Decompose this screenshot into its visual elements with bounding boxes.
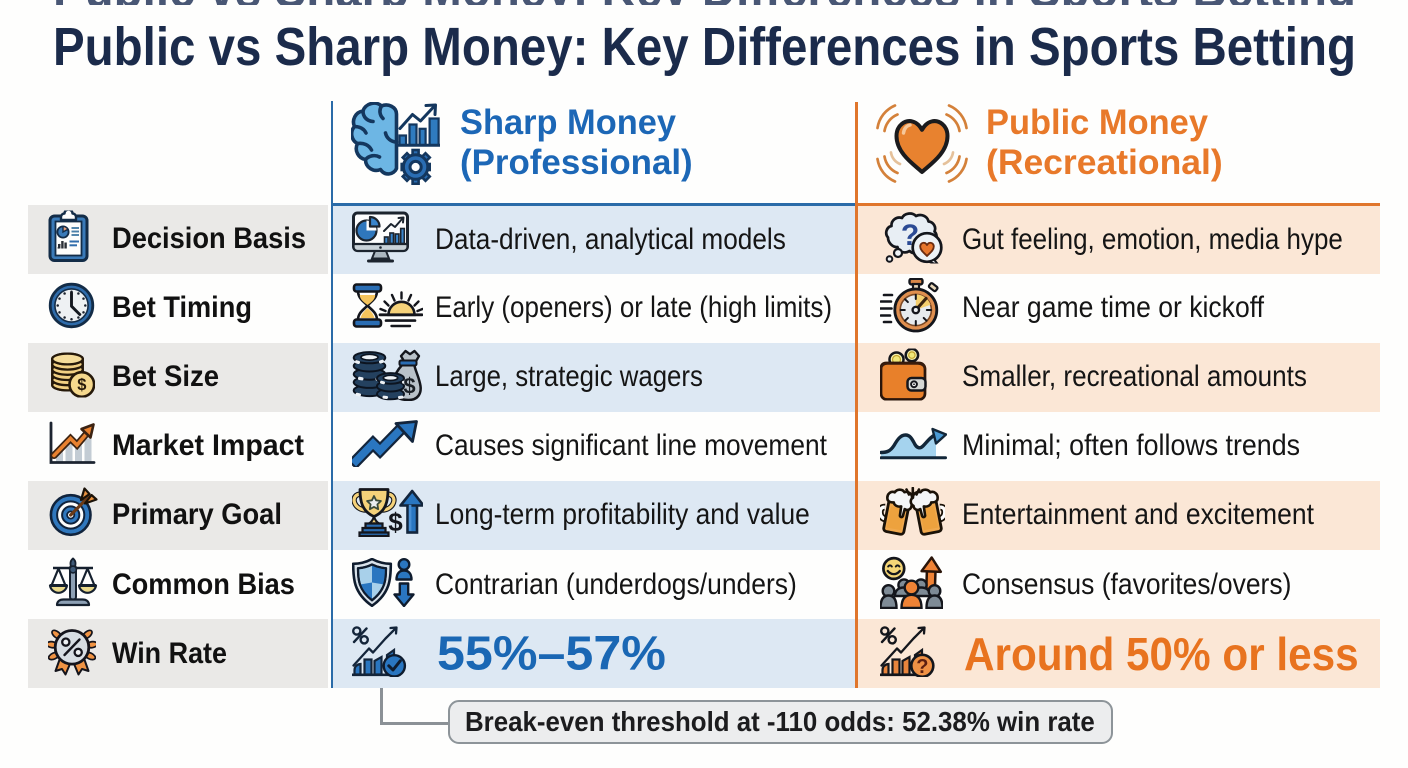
svg-text:?: ?: [916, 656, 928, 677]
svg-text:$: $: [403, 374, 415, 399]
svg-text:$: $: [388, 507, 403, 537]
svg-text:$: $: [77, 376, 86, 394]
